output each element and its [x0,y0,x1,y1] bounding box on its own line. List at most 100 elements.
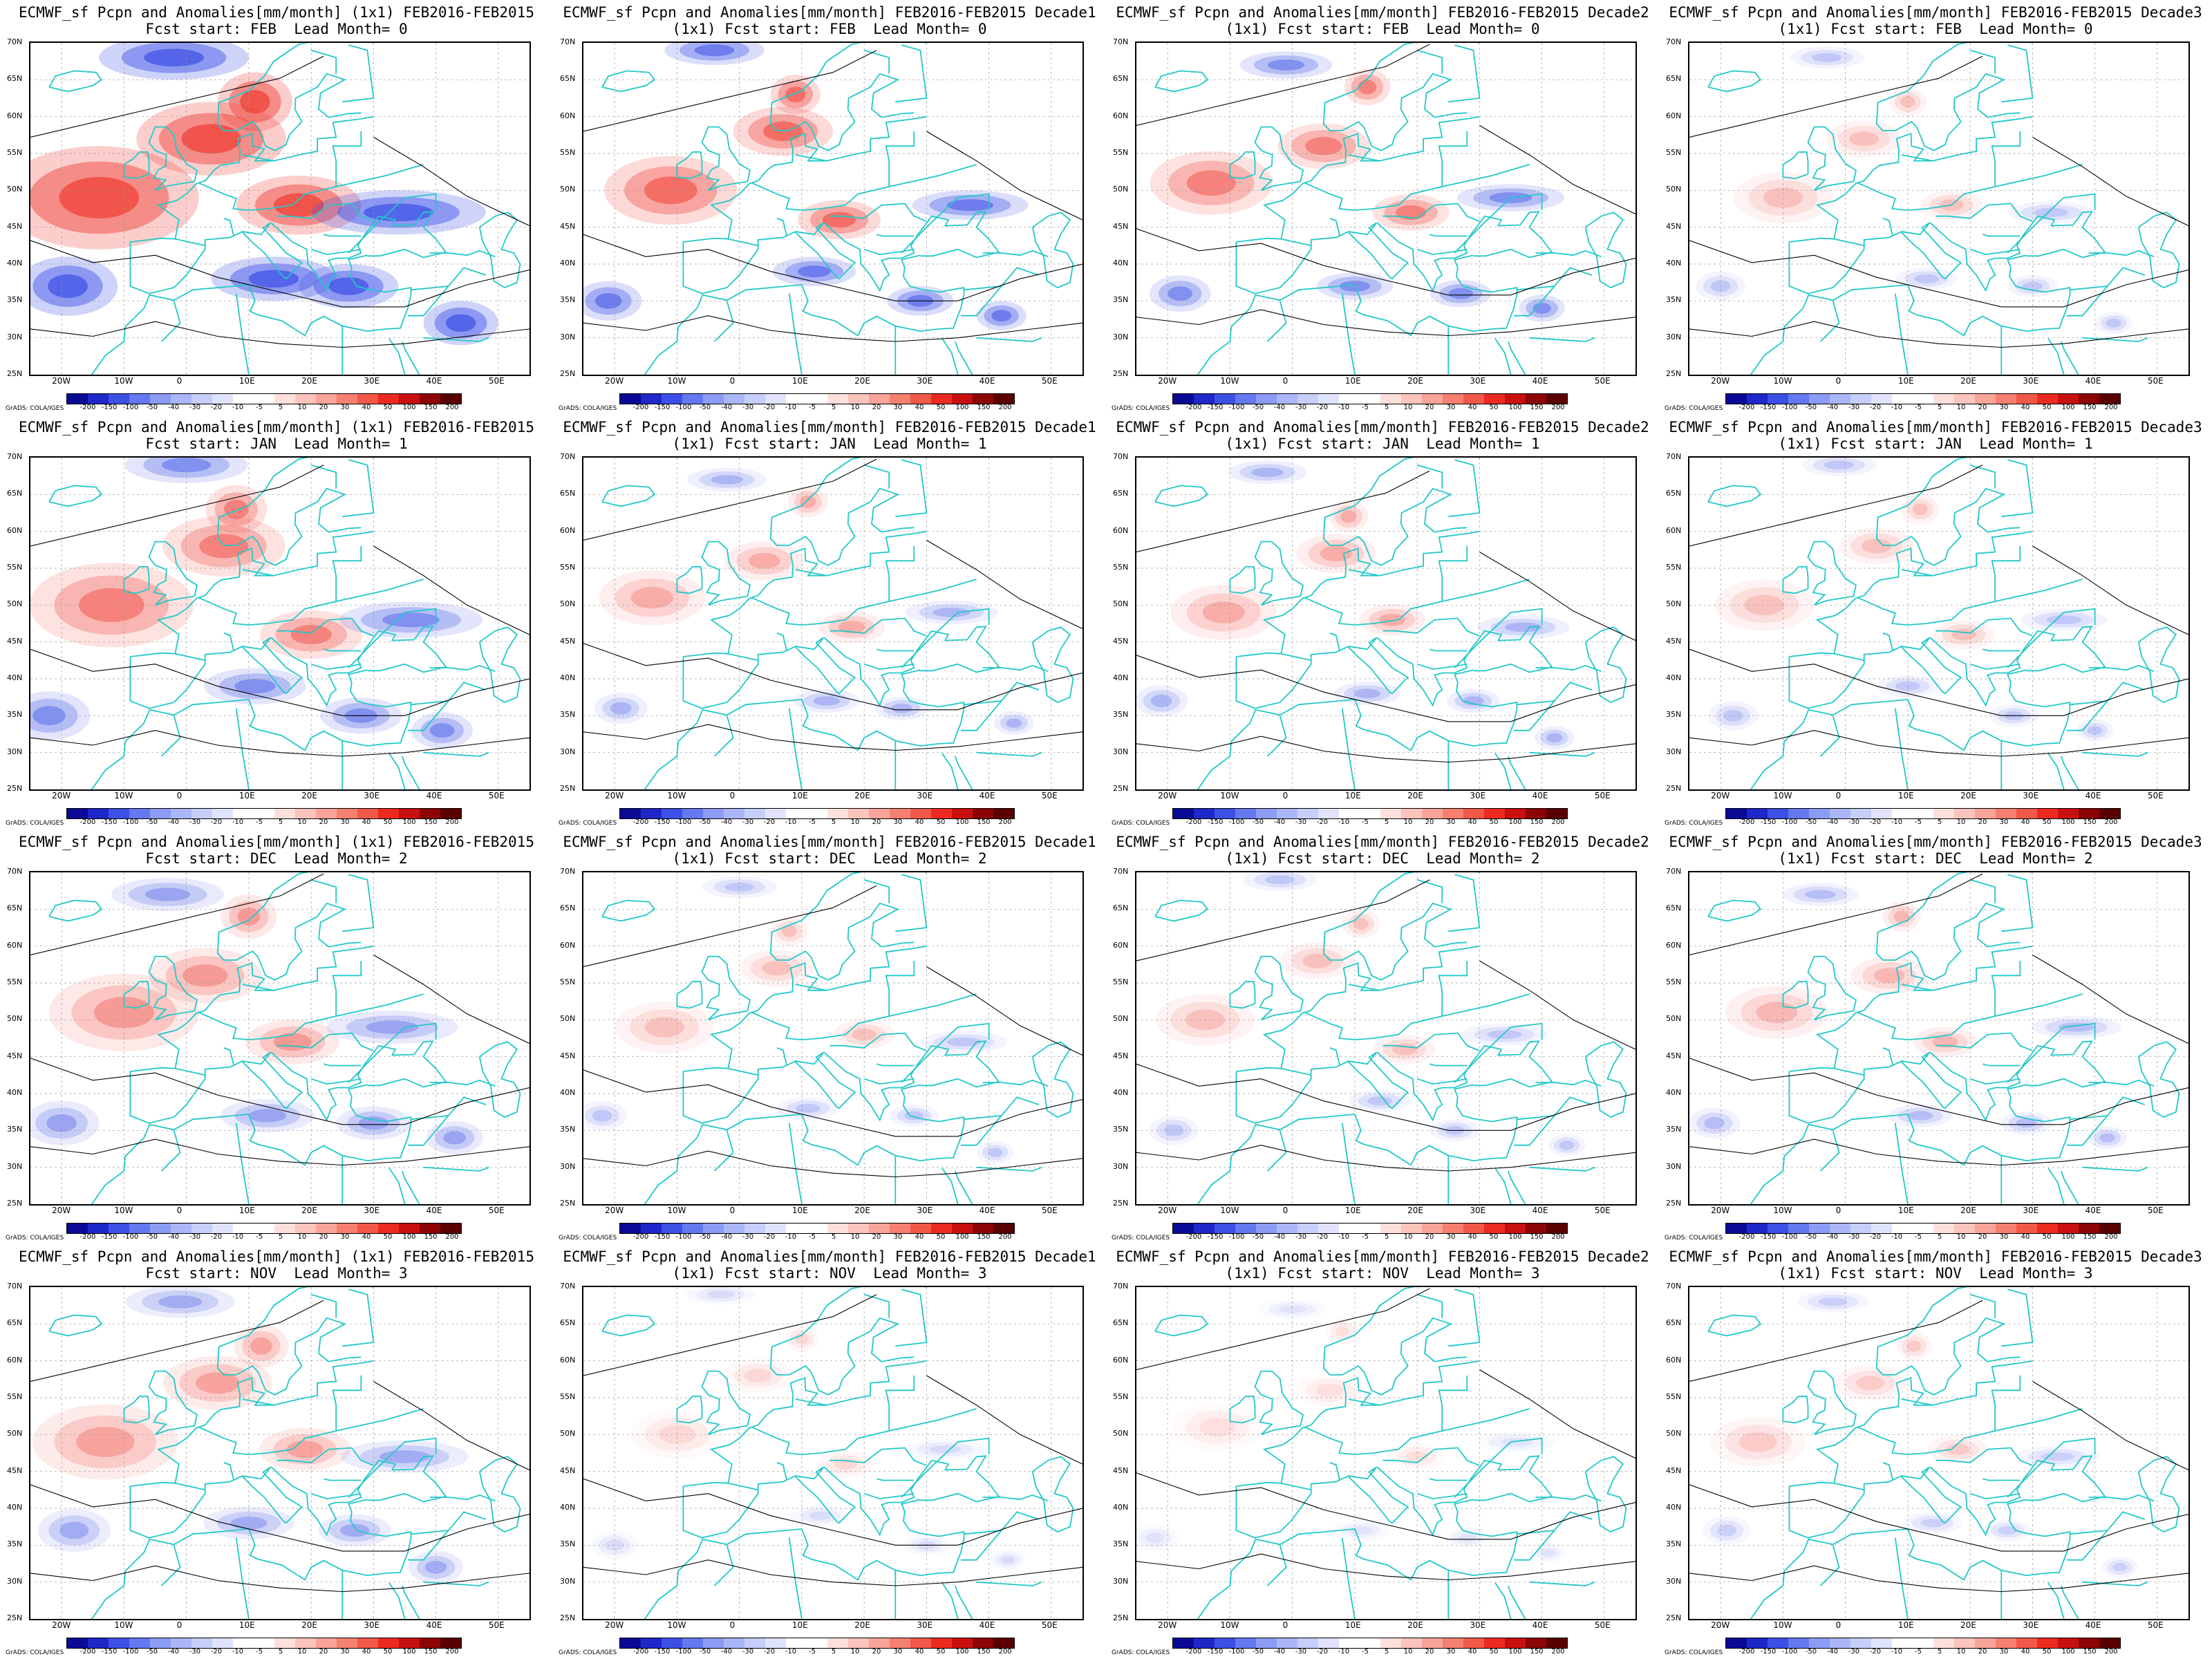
dry-anomaly-area [2100,315,2127,331]
coast-line [48,1314,103,1337]
grads-credit: GrADS: COLA/IGES [1112,820,1170,827]
colorbar-swatch [440,1224,461,1233]
colorbar-swatch [973,1638,993,1648]
colorbar-swatch [191,1224,212,1233]
colorbar-tick-label: -30 [742,818,754,826]
wet-anomaly-area [1850,533,1903,559]
colorbar-tick-label: -100 [1228,404,1245,411]
coast-line [235,708,250,789]
longitude-label: 30E [364,1206,380,1215]
coast-line [1901,984,1933,991]
wet-anomaly-area [1932,1035,1958,1049]
colorbar-tick-label: -10 [232,818,244,826]
contour-line [1689,55,1983,138]
colorbar-tick-label: 30 [340,818,350,826]
map-panel: ECMWF_sf Pcpn and Anomalies[mm/month] FE… [1106,830,1659,1244]
coast-line [1535,250,1602,258]
coast-line [1429,648,1468,652]
coast-line [2070,682,2146,706]
coast-line [1789,530,2033,657]
latitude-label: 45N [7,221,23,231]
panel-subtitle: (1x1) Fcst start: FEB Lead Month= 0 [1778,21,2093,37]
colorbar-swatch [1933,809,1954,818]
longitude-label: 20E [1960,1620,1976,1630]
map-panel: ECMWF_sf Pcpn and Anomalies[mm/month] FE… [1659,415,2212,830]
dry-anomaly-area [30,1100,100,1145]
colorbar-tick-label: -5 [1362,404,1369,411]
colorbar-swatch [1297,1638,1318,1648]
dry-anomaly-area [1448,288,1474,299]
dry-anomaly-area [2021,205,2082,221]
colorbar-swatch [682,394,703,404]
colorbar-swatch [807,809,827,818]
coast-line [901,1022,990,1083]
longitude-label: 0 [1282,1620,1288,1630]
colorbar-tick-label: -200 [1185,1648,1202,1656]
coast-line [1894,708,1909,789]
colorbar-swatch [993,809,1014,818]
wet-anomaly-area [1906,1340,1922,1352]
latitude-label: 55N [7,1392,23,1401]
coast-line [1281,238,1311,247]
longitude-label: 10W [1773,1620,1792,1630]
contour-line [583,1559,1082,1586]
contour-line [2032,545,2188,635]
coast-line [876,1478,915,1481]
colorbar-tick-label: 50 [936,1648,946,1656]
coast-line [1341,1537,1356,1619]
colorbar-tick-label: 20 [1978,818,1987,826]
coast-line [2047,753,2079,789]
coast-line [1154,70,1209,93]
coast-line [1982,1478,2021,1481]
dry-anomaly-area [2101,1556,2138,1578]
latitude-label: 55N [1666,563,1682,572]
wet-anomaly-area [1382,1039,1427,1060]
colorbar-swatch [1913,1224,1933,1233]
colorbar-tick-label: 40 [1468,1233,1477,1241]
longitude-label: 50E [488,791,505,800]
panel-title: ECMWF_sf Pcpn and Anomalies[mm/month] FE… [1669,1248,2202,1265]
colorbar-tick-label: 10 [1403,404,1413,411]
wet-anomaly-area [1344,68,1391,106]
colorbar-swatch [2099,1224,2120,1233]
colorbar-swatch [641,809,662,818]
panel-subtitle: Fcst start: NOV Lead Month= 3 [145,1265,408,1282]
colorbar-swatch [1975,1638,1996,1648]
coast-line [276,1447,374,1466]
colorbar-tick-label: -5 [1362,1233,1369,1241]
precip-contours [30,1300,529,1593]
colorbar-swatch [952,1224,973,1233]
colorbar-tick-label: 50 [1489,404,1499,411]
coast-line [795,984,827,991]
contour-line [926,966,1082,1056]
coast-line [823,1455,1000,1537]
colorbar-swatch [1401,394,1422,404]
latitude-label: 35N [1113,710,1129,720]
coast-line [976,1581,1042,1586]
panel-title: ECMWF_sf Pcpn and Anomalies[mm/month] FE… [563,419,1096,435]
colorbar-tick-label: -50 [1805,1233,1817,1241]
latitude-label: 30N [560,747,576,756]
coast-line [478,626,521,704]
longitude-label: 10W [1220,1620,1239,1630]
coast-line [823,211,1000,292]
colorbar-tick-label: 50 [936,404,946,411]
dry-anomaly-area [1228,460,1307,485]
latitude-label: 65N [560,1318,576,1328]
longitude-label: 10W [1220,376,1239,386]
dry-anomaly-area [30,698,78,733]
wet-anomaly-area [59,177,140,218]
latitude-label: 60N [1666,940,1682,950]
colorbar-tick-label: 20 [319,1233,328,1241]
coast-line [198,546,362,626]
colorbar-tick-label: -10 [785,1648,797,1656]
colorbar-tick-label: -100 [122,404,139,411]
colorbar-swatch [1339,809,1360,818]
longitude-label: 20E [301,1620,317,1630]
colorbar-swatch [1996,1224,2016,1233]
colorbar-swatch [1297,394,1318,404]
coast-line [1584,1456,1627,1533]
coast-line [1995,993,2083,1017]
coast-line [148,955,198,1021]
coast-line [644,1084,965,1204]
